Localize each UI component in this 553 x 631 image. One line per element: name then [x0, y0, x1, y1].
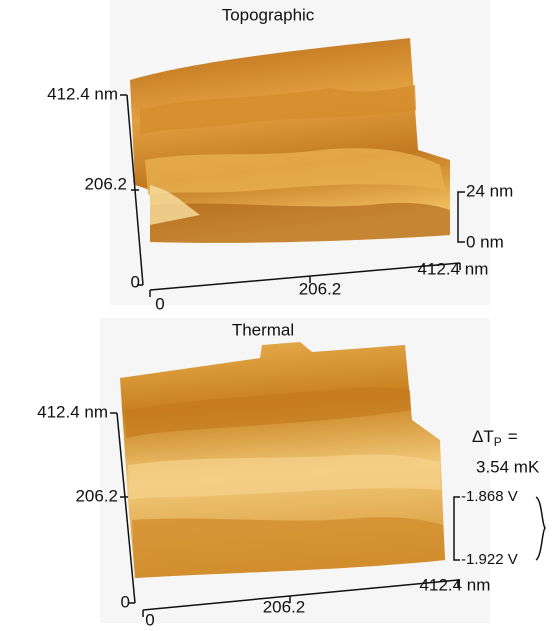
annotation: ΔTP =	[472, 427, 518, 449]
annotation-symbol: ΔT	[472, 427, 494, 446]
x-tick-label: 0	[155, 294, 164, 313]
y-tick-label: 0	[131, 272, 140, 291]
thermal-surface	[120, 342, 445, 578]
z-scale-label: 0 nm	[466, 232, 504, 251]
y-tick-label: 412.4 nm	[47, 84, 118, 103]
z-scale-label: -1.868 V	[461, 488, 518, 505]
figure: Topographic 412.4 nm 206.2 0 0 206.2 412…	[0, 0, 553, 631]
annotation-subscript: P	[494, 435, 502, 449]
panel-title: Thermal	[232, 320, 294, 339]
annotation-value: 3.54 mK	[476, 457, 540, 476]
annotation-equals: =	[508, 427, 518, 446]
y-tick-label: 206.2	[75, 486, 118, 505]
y-tick-label: 0	[121, 592, 130, 611]
x-tick-label: 206.2	[299, 279, 342, 298]
x-tick-label: 412.4 nm	[420, 575, 491, 594]
y-tick-label: 206.2	[84, 174, 127, 193]
y-tick-label: 412.4 nm	[37, 402, 108, 421]
panel-title: Topographic	[222, 5, 315, 24]
z-scale-label: -1.922 V	[461, 551, 518, 568]
x-tick-label: 0	[145, 610, 154, 629]
x-tick-label: 412.4 nm	[418, 259, 489, 278]
topography-surface	[130, 38, 450, 243]
x-tick-label: 206.2	[263, 597, 306, 616]
z-scale-label: 24 nm	[466, 181, 513, 200]
